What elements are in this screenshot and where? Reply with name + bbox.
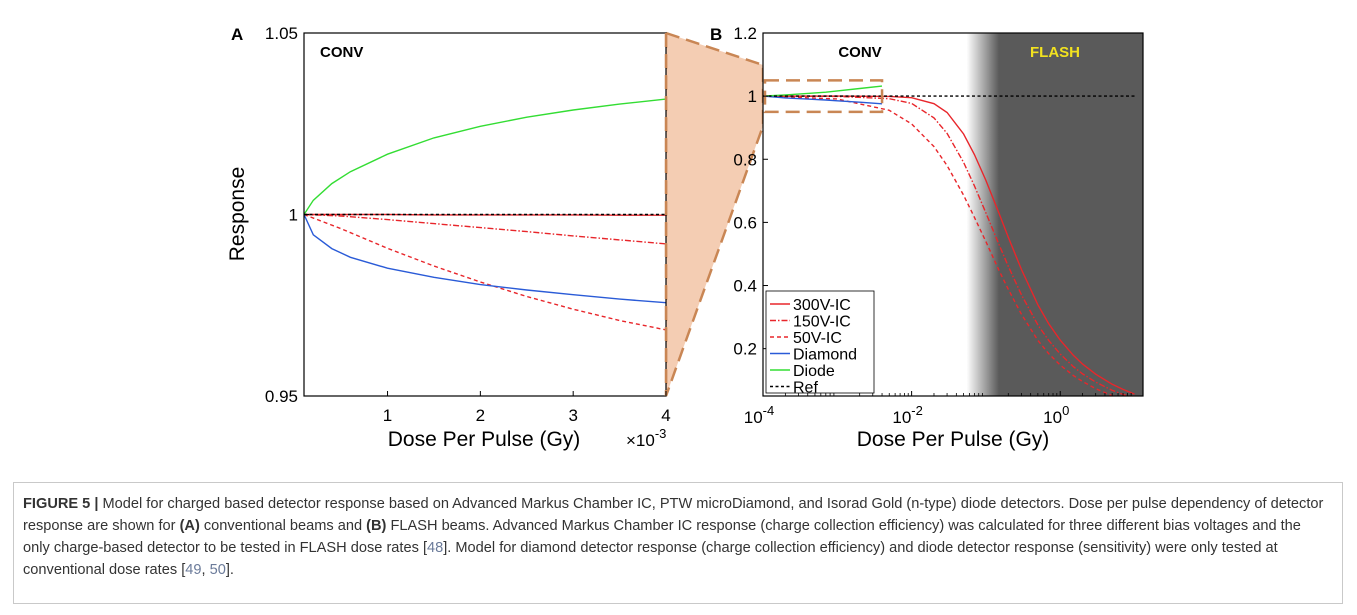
caption-label: FIGURE 5 | <box>23 496 99 512</box>
panel-a-y-tick-label: 1 <box>289 206 298 225</box>
panel-a-letter: A <box>231 25 243 44</box>
panel-a-y-tick-label: 0.95 <box>265 387 298 406</box>
panel-b-series-50v-ic <box>763 95 1116 396</box>
panel-a-x-tick-label: 4 <box>661 406 670 425</box>
caption-b-label: (B) <box>366 518 387 534</box>
panel-b-x-tick-label: 10-4 <box>744 403 774 427</box>
panel-b-y-tick-label: 0.2 <box>733 340 757 359</box>
caption-text: FIGURE 5 | Model for charged based detec… <box>23 493 1328 581</box>
caption-ref-49[interactable]: 49 <box>185 562 202 578</box>
legend-label-300v-ic: 300V-IC <box>793 297 851 314</box>
panel-b-xlabel: Dose Per Pulse (Gy) <box>857 428 1050 451</box>
caption-ref-50[interactable]: 50 <box>209 562 226 578</box>
flash-region <box>999 33 1143 396</box>
panel-a-series-150v-ic <box>304 213 666 245</box>
legend-label-diode: Diode <box>793 363 835 380</box>
panel-a-x-tick-label: 2 <box>476 406 485 425</box>
caption-part-5: ]. <box>225 562 234 578</box>
figure-caption: FIGURE 5 | Model for charged based detec… <box>13 482 1343 604</box>
panel-a-series-diamond <box>304 214 666 304</box>
panel-a: 1 2 3 4 0.95 1 1.05 A CONV Response Dose Per P… <box>226 24 671 451</box>
panel-a-series-300v-ic <box>304 213 666 216</box>
panel-a-x-multiplier: ×10-3 <box>626 426 666 450</box>
caption-part-3: FLASH beams. Advanced Markus Chamber IC … <box>23 518 1301 556</box>
panel-b-letter: B <box>710 25 722 44</box>
legend-label-diamond: Diamond <box>793 347 857 364</box>
caption-ref-48[interactable]: 48 <box>427 540 444 556</box>
panel-a-y-tick-label: 1.05 <box>265 24 298 43</box>
panel-a-series-50v-ic <box>304 213 666 331</box>
panel-a-xlabel: Dose Per Pulse (Gy) <box>388 428 581 451</box>
caption-part-2: conventional beams and <box>199 518 367 534</box>
panel-b-series-150v-ic <box>763 95 1131 396</box>
panel-b-series-layer <box>763 85 1135 396</box>
panel-b-y-tick-label: 0.6 <box>733 213 757 232</box>
caption-a-label: (A) <box>179 518 200 534</box>
panel-b-x-tick-label: 10-2 <box>892 403 922 427</box>
panel-b-x-tick-label: 100 <box>1043 403 1069 427</box>
panel-a-x-tick-label: 3 <box>568 406 577 425</box>
panel-b-series-diode <box>763 85 883 97</box>
panel-a-title: CONV <box>320 44 363 61</box>
panel-b-regions <box>966 33 1143 396</box>
panel-b-y-tick-label: 1 <box>748 87 757 106</box>
panel-a-x-tick-label: 1 <box>383 406 392 425</box>
panel-b-series-diamond <box>763 95 883 105</box>
panel-b-axes-frame <box>762 32 1144 397</box>
panel-b-y-tick-label: 0.8 <box>733 150 757 169</box>
panel-a-series-diode <box>304 98 666 215</box>
caption-part-4: ]. Model for diamond detector response (… <box>23 540 1278 578</box>
legend-label-150v-ic: 150V-IC <box>793 314 851 331</box>
legend-label-50v-ic: 50V-IC <box>793 330 842 347</box>
panel-b-y-tick-label: 1.2 <box>733 24 757 43</box>
caption-separator: , <box>201 562 210 578</box>
panel-b-ticks: 10-4 10-2 100 0.2 0.4 0.6 0.8 1 1.2 <box>733 24 1132 427</box>
panel-b: 10-4 10-2 100 0.2 0.4 0.6 0.8 1 1.2 B CONV FLASH… <box>710 24 1144 451</box>
panel-a-ylabel: Response <box>226 167 249 262</box>
panel-b-region-label-conv: CONV <box>838 44 881 61</box>
panel-b-y-tick-label: 0.4 <box>733 277 757 296</box>
panel-b-series-300v-ic <box>763 95 1135 395</box>
figure-5: 1 2 3 4 0.95 1 1.05 A CONV Response Dose Per P… <box>226 24 1144 451</box>
caption-part-1: Model for charged based detector respons… <box>23 496 1324 534</box>
legend-label-ref: Ref <box>793 380 818 397</box>
flash-transition-gradient <box>966 33 1000 396</box>
panel-b-region-label-flash: FLASH <box>1030 44 1080 61</box>
legend-box <box>765 290 875 394</box>
panel-a-ticks: 1 2 3 4 0.95 1 1.05 <box>265 24 671 425</box>
panel-a-series-layer <box>304 98 666 331</box>
